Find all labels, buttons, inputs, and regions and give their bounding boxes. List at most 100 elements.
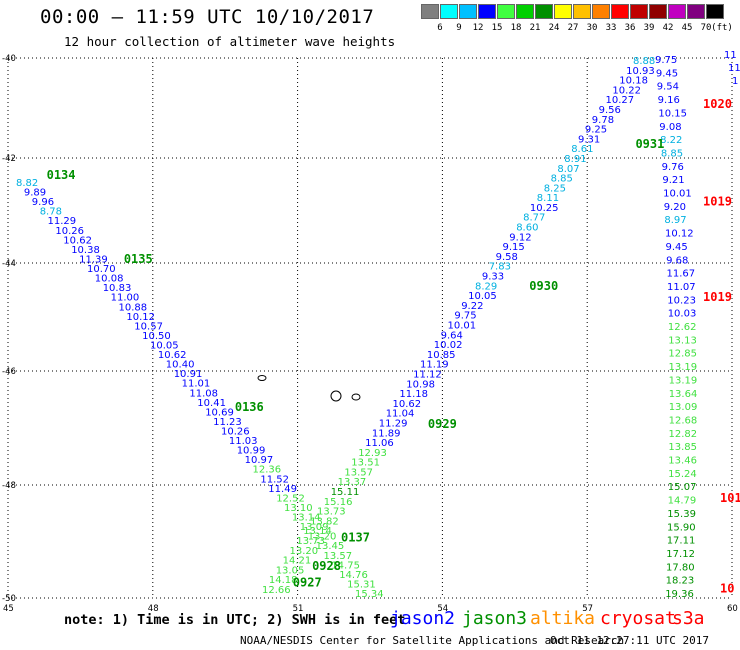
credit-line: NOAA/NESDIS Center for Satellite Applica… — [240, 634, 625, 647]
pass-time-label: 0136 — [235, 400, 264, 414]
scale-label: 42 — [662, 23, 674, 33]
wave-height-value: 10.62 — [158, 350, 187, 361]
wave-height-value: 9.76 — [662, 162, 684, 173]
wave-height-value: 13.19 — [669, 362, 698, 373]
wave-height-value: 10.01 — [663, 189, 692, 200]
island-outlines — [257, 375, 361, 402]
scale-label: 33 — [605, 23, 617, 33]
lat-label: -50 — [2, 594, 16, 604]
wave-height-value: 13.14 — [303, 526, 332, 537]
wave-height-value: 13.05 — [276, 565, 305, 576]
pass-time-label: 1019 — [703, 194, 732, 208]
wave-height-value: 11.29 — [379, 419, 408, 430]
wave-height-value: 10.12 — [126, 312, 155, 323]
wave-height-value: 13.10 — [284, 503, 313, 514]
wave-height-value: 10.15 — [658, 108, 687, 119]
lat-label: -46 — [2, 367, 16, 377]
wave-height-value: 9.45 — [656, 68, 678, 79]
wave-height-value: 12.62 — [668, 322, 697, 333]
wave-height-value: 13.09 — [300, 522, 329, 533]
pass-time-label: 1019 — [703, 290, 732, 304]
wave-height-value: 9.58 — [496, 252, 518, 263]
wave-height-value: 10.26 — [55, 226, 84, 237]
wave-height-value: 10.99 — [237, 446, 266, 457]
lon-label: 45 — [3, 604, 14, 614]
wave-height-value: 14.79 — [668, 496, 697, 507]
wave-height-value: 10.03 — [668, 309, 697, 320]
scale-label: 30 — [586, 23, 598, 33]
wave-height-value: 13.82 — [310, 516, 339, 527]
wave-height-value: 11.07 — [667, 282, 696, 293]
pass-time-labels: 0134 0135 0136 0137 0927 0928 0929 0930 0931 1020… — [47, 97, 740, 595]
scale-swatch — [649, 4, 667, 19]
scale-swatch — [478, 4, 496, 19]
wave-height-value: 11.01 — [182, 379, 211, 390]
scale-swatch — [535, 4, 553, 19]
wave-height-value: 11.39 — [79, 255, 108, 266]
wave-height-value: 13.45 — [316, 541, 345, 552]
wave-height-value: 13.14 — [292, 513, 321, 524]
wave-height-value: 15.31 — [347, 579, 376, 590]
wave-height-value: 13.19 — [669, 375, 698, 386]
wave-height-value: 11 — [724, 50, 737, 61]
wave-height-value: 13.20 — [308, 532, 337, 543]
wave-height-value: 13.57 — [344, 467, 373, 478]
wave-height-value: 13.57 — [324, 551, 353, 562]
wave-height-value: 10.62 — [393, 399, 422, 410]
wave-height-value: 11.67 — [667, 269, 696, 280]
wave-height-value: 15.16 — [324, 497, 353, 508]
page-title: 00:00 — 11:59 UTC 10/10/2017 — [40, 6, 375, 28]
wave-height-value: 10.70 — [87, 264, 116, 275]
wave-height-value: 9.33 — [482, 272, 504, 283]
wave-height-value: 17.80 — [666, 562, 695, 573]
scale-label: 15 — [491, 23, 503, 33]
wave-height-value: 14.76 — [339, 570, 368, 581]
pass-time-label: 0928 — [312, 559, 341, 573]
lat-label: -42 — [2, 154, 16, 164]
footer-note: note: 1) Time is in UTC; 2) SWH is in fe… — [64, 612, 406, 628]
wave-height-value: 1 — [732, 76, 738, 87]
wave-height-value: 8.11 — [537, 193, 559, 204]
wave-height-value: 9.31 — [578, 134, 600, 145]
wave-height-value: 12.93 — [358, 448, 387, 459]
wave-height-value: 9.56 — [599, 105, 621, 116]
wave-height-value: 15.24 — [668, 469, 697, 480]
scale-swatch — [706, 4, 724, 19]
wave-height-value: 13.09 — [669, 402, 698, 413]
pass-time-label: 1020 — [703, 97, 732, 111]
wave-height-value: 10.05 — [468, 291, 497, 302]
wave-height-value: 10.02 — [434, 340, 463, 351]
wave-height-value: 9.21 — [662, 175, 684, 186]
pass-time-label: 0929 — [428, 417, 457, 431]
wave-height-labels: 8.829.899.968.7811.2910.2610.6210.3811.3… — [16, 50, 740, 600]
island-shape — [257, 375, 267, 381]
wave-height-value: 9.22 — [461, 301, 483, 312]
wave-height-value: 12.82 — [669, 429, 698, 440]
wave-height-value: 8.78 — [40, 207, 62, 218]
wave-height-value: 11.04 — [386, 409, 415, 420]
scale-unit: (ft) — [711, 23, 733, 33]
lat-label: -48 — [2, 481, 16, 491]
wave-height-value: 9.20 — [664, 202, 686, 213]
scale-label: 21 — [529, 23, 541, 33]
scale-swatch — [554, 4, 572, 19]
pass-time-label: 0931 — [635, 137, 664, 151]
scale-swatch — [687, 4, 705, 19]
scale-swatch — [592, 4, 610, 19]
wave-height-value: 10.93 — [626, 66, 655, 77]
wave-height-value: 11.03 — [229, 436, 258, 447]
pass-time-label: 0135 — [124, 252, 153, 266]
wave-height-value: 10.69 — [205, 407, 234, 418]
wave-height-value: 13.64 — [669, 389, 698, 400]
island-shape — [351, 393, 361, 401]
wave-height-value: 10.12 — [665, 229, 694, 240]
wave-height-value: 9.64 — [441, 330, 463, 341]
scale-label: 24 — [548, 23, 560, 33]
scale-label: 12 — [472, 23, 484, 33]
scale-swatch — [440, 4, 458, 19]
scale-label: 6 — [437, 23, 443, 33]
wave-height-value: 12.52 — [276, 493, 305, 504]
scale-label: 36 — [624, 23, 636, 33]
lon-label: 51 — [293, 604, 304, 614]
